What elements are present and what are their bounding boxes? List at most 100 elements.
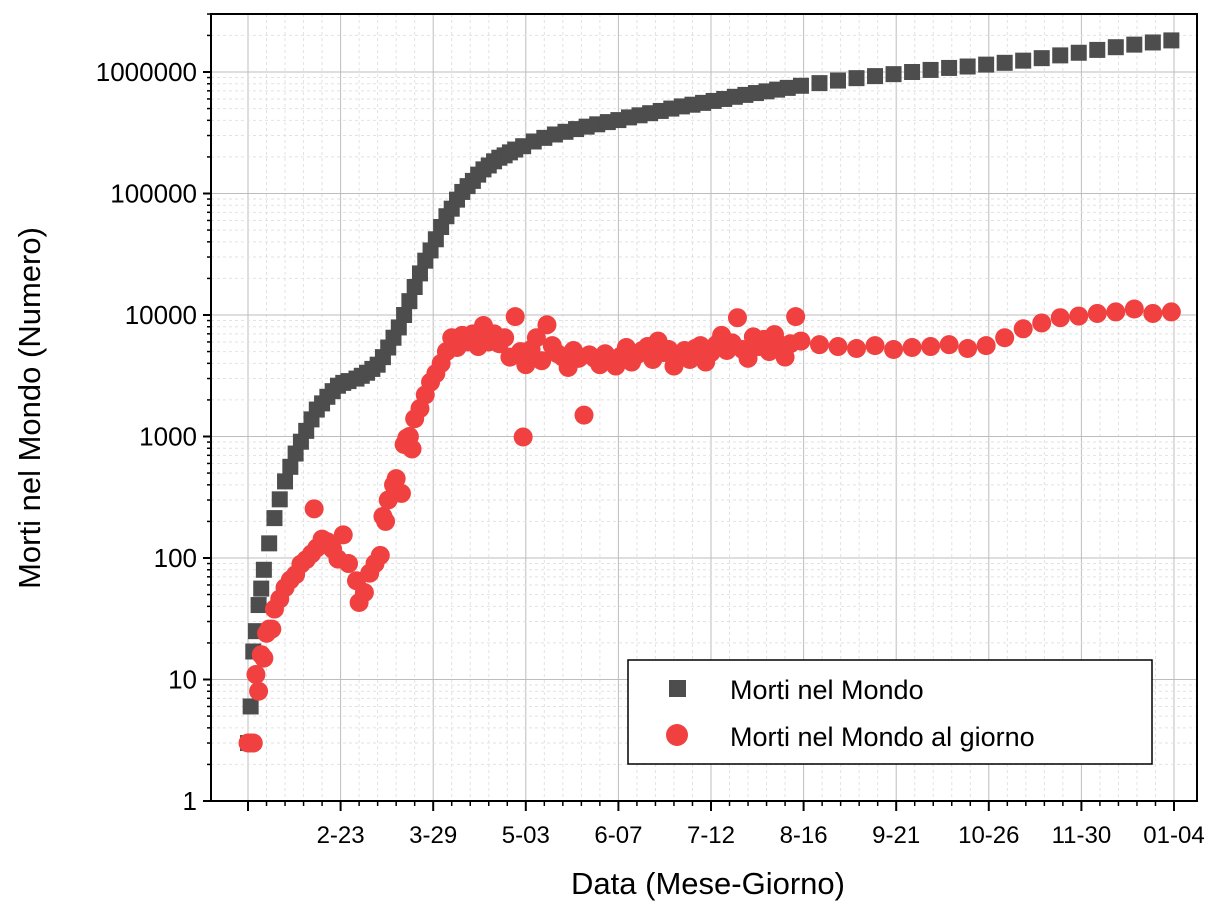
y-axis-label: Morti nel Mondo (Numero)	[12, 227, 47, 589]
y-tick-label: 10000	[125, 300, 197, 330]
cumulative-point	[922, 61, 939, 78]
y-tick-label: 1000	[139, 422, 197, 452]
cumulative-point	[941, 59, 958, 76]
daily-point	[1069, 306, 1089, 326]
cumulative-point	[1126, 36, 1143, 53]
daily-point	[391, 483, 411, 503]
daily-point	[1050, 308, 1070, 328]
x-tick-label: 11-30	[1052, 822, 1112, 849]
daily-point	[1032, 313, 1052, 333]
cumulative-point	[261, 535, 278, 552]
axes: 1 10 100 1000 10000 100000 1000000 2-23 3-29 5-03…	[96, 13, 1205, 849]
daily-point	[254, 648, 274, 668]
daily-point	[246, 664, 266, 684]
cumulative-point	[271, 491, 288, 508]
daily-point	[333, 525, 353, 545]
cumulative-point	[978, 56, 995, 73]
daily-point	[828, 337, 848, 357]
daily-point	[791, 331, 811, 351]
cumulative-point	[282, 458, 299, 475]
daily-point	[513, 427, 533, 447]
daily-point	[1087, 303, 1107, 323]
daily-point	[516, 355, 536, 375]
daily-point	[847, 339, 867, 359]
daily-point	[976, 336, 996, 356]
legend-marker-circle	[666, 724, 688, 746]
plot-frame	[210, 13, 1198, 802]
cumulative-point	[411, 265, 428, 282]
daily-point	[958, 339, 978, 359]
daily-point	[884, 340, 904, 360]
x-tick-label: 9-21	[872, 822, 920, 849]
daily-point	[995, 328, 1015, 348]
cumulative-point	[996, 54, 1013, 71]
cumulative-point	[406, 279, 423, 296]
cumulative-point	[427, 231, 444, 248]
daily-point	[370, 545, 390, 565]
cumulative-point	[1070, 44, 1087, 61]
cumulative-point	[1163, 32, 1180, 49]
cumulative-point	[1052, 47, 1069, 64]
daily-point	[304, 499, 324, 519]
daily-point	[354, 583, 374, 603]
x-tick-label: 7-12	[687, 822, 735, 849]
daily-point	[402, 439, 422, 459]
cumulative-point	[266, 510, 283, 527]
y-tick-label: 1000000	[96, 57, 197, 87]
cumulative-point	[848, 70, 865, 87]
cumulative-point	[250, 597, 267, 614]
x-tick-label: 01-04	[1143, 822, 1204, 849]
x-tick-label: 10-26	[958, 822, 1019, 849]
y-tick-label: 100000	[110, 179, 197, 209]
daily-point	[532, 351, 552, 371]
daily-point	[1143, 303, 1163, 323]
cumulative-point	[1107, 39, 1124, 56]
cumulative-point	[885, 66, 902, 83]
cumulative-point	[811, 75, 828, 92]
cumulative-point	[792, 77, 809, 94]
cumulative-point	[401, 293, 418, 310]
legend-label-cumulative: Morti nel Mondo	[730, 675, 924, 705]
x-tick-label: 8-16	[780, 822, 828, 849]
legend: Morti nel Mondo Morti nel Mondo al giorn…	[627, 659, 1153, 765]
daily-point	[1106, 302, 1126, 322]
daily-point	[902, 338, 922, 358]
cumulative-point	[390, 319, 407, 336]
daily-point	[939, 335, 959, 355]
daily-point	[809, 335, 829, 355]
legend-box	[627, 659, 1153, 765]
cumulative-point	[867, 68, 884, 85]
cumulative-point	[1015, 52, 1032, 69]
series-daily	[238, 299, 1181, 753]
daily-point	[537, 315, 557, 335]
cumulative-point	[253, 580, 270, 597]
cumulative-point	[779, 79, 796, 96]
y-tick-label: 1	[183, 786, 197, 816]
cumulative-point	[277, 473, 294, 490]
series-cumulative	[240, 32, 1180, 752]
daily-point	[865, 336, 885, 356]
legend-label-daily: Morti nel Mondo al giorno	[730, 722, 1035, 752]
x-tick-label: 5-03	[502, 822, 550, 849]
daily-point	[574, 405, 594, 425]
daily-point	[921, 337, 941, 357]
x-tick-label: 6-07	[594, 822, 642, 849]
cumulative-point	[959, 58, 976, 75]
x-tick-label: 3-29	[409, 822, 457, 849]
daily-point	[727, 308, 747, 328]
daily-point	[386, 469, 406, 489]
cumulative-point	[396, 307, 413, 323]
cumulative-point	[242, 698, 259, 715]
daily-point	[1124, 299, 1144, 319]
y-tick-label: 100	[154, 543, 197, 573]
x-tick-label: 2-23	[317, 822, 365, 849]
cumulative-point	[255, 561, 272, 578]
daily-point	[786, 307, 806, 327]
cumulative-point	[829, 72, 846, 89]
legend-marker-square	[669, 680, 686, 697]
cumulative-point	[1033, 50, 1050, 67]
daily-point	[243, 733, 263, 753]
daily-point	[249, 681, 269, 701]
daily-point	[1161, 302, 1181, 322]
